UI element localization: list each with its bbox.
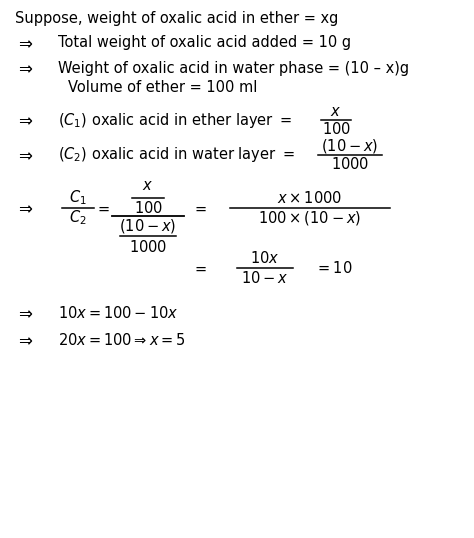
Text: $=$: $=$ — [192, 201, 208, 216]
Text: Total weight of oxalic acid added = 10 g: Total weight of oxalic acid added = 10 g — [58, 36, 351, 51]
Text: $100$: $100$ — [321, 121, 350, 137]
Text: $\Rightarrow$: $\Rightarrow$ — [15, 146, 33, 164]
Text: $C_2$: $C_2$ — [69, 209, 87, 228]
Text: $\Rightarrow$: $\Rightarrow$ — [15, 331, 33, 349]
Text: $C_1$: $C_1$ — [69, 189, 87, 207]
Text: $(C_1)$ oxalic acid in ether layer $=$: $(C_1)$ oxalic acid in ether layer $=$ — [58, 110, 292, 130]
Text: $(10 - x)$: $(10 - x)$ — [321, 137, 379, 155]
Text: $x$: $x$ — [330, 103, 342, 118]
Text: $x \times 1000$: $x \times 1000$ — [277, 190, 343, 206]
Text: $\Rightarrow$: $\Rightarrow$ — [15, 59, 33, 77]
Text: $1000$: $1000$ — [331, 156, 369, 172]
Text: $1000$: $1000$ — [129, 239, 167, 255]
Text: $\Rightarrow$: $\Rightarrow$ — [15, 111, 33, 129]
Text: $\Rightarrow$: $\Rightarrow$ — [15, 34, 33, 52]
Text: Weight of oxalic acid in water phase = (10 – x)g: Weight of oxalic acid in water phase = (… — [58, 60, 409, 75]
Text: $=$: $=$ — [95, 201, 111, 216]
Text: $\Rightarrow$: $\Rightarrow$ — [15, 199, 33, 217]
Text: $100$: $100$ — [134, 200, 163, 216]
Text: $=$: $=$ — [192, 260, 208, 275]
Text: $(10 - x)$: $(10 - x)$ — [119, 217, 177, 235]
Text: $x$: $x$ — [142, 179, 154, 194]
Text: $(C_2)$ oxalic acid in water layer $=$: $(C_2)$ oxalic acid in water layer $=$ — [58, 145, 295, 165]
Text: $\Rightarrow$: $\Rightarrow$ — [15, 304, 33, 322]
Text: $= 10$: $= 10$ — [315, 260, 353, 276]
Text: Suppose, weight of oxalic acid in ether = xg: Suppose, weight of oxalic acid in ether … — [15, 11, 338, 25]
Text: Volume of ether = 100 ml: Volume of ether = 100 ml — [68, 81, 257, 96]
Text: $10 - x$: $10 - x$ — [241, 270, 289, 286]
Text: $100 \times (10 - x)$: $100 \times (10 - x)$ — [258, 209, 362, 227]
Text: $20x = 100 \Rightarrow x = 5$: $20x = 100 \Rightarrow x = 5$ — [58, 332, 186, 348]
Text: $10x$: $10x$ — [250, 250, 280, 266]
Text: $10x = 100 - 10x$: $10x = 100 - 10x$ — [58, 305, 179, 321]
